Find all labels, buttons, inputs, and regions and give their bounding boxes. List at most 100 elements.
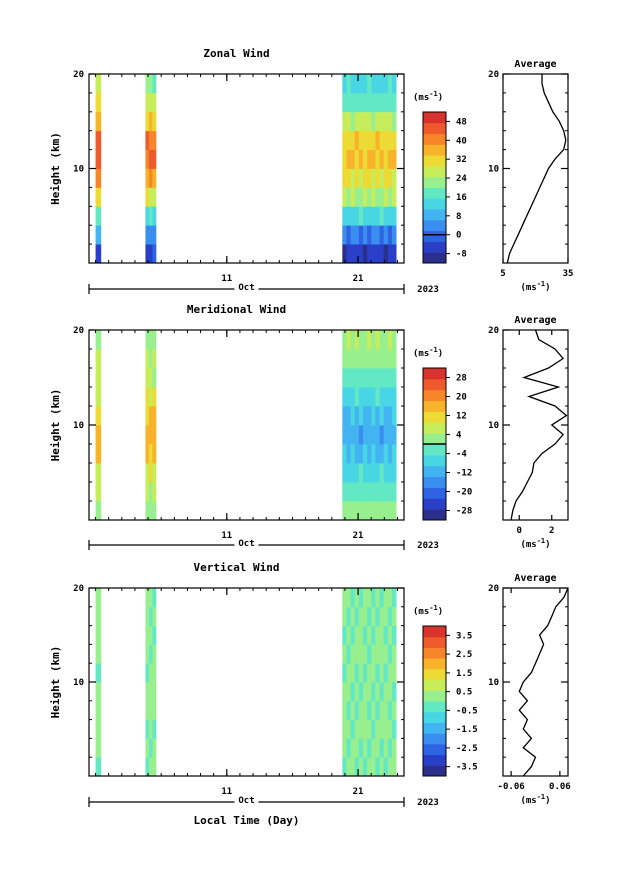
heatmap-cell	[145, 406, 150, 426]
heatmap-cell	[350, 644, 356, 664]
heatmap-cell	[354, 387, 360, 407]
heatmap-cell	[145, 368, 150, 388]
heatmap-cell	[342, 625, 347, 645]
heatmap-cell	[375, 92, 380, 113]
heatmap-cell	[379, 368, 385, 388]
heatmap-cell	[371, 225, 376, 245]
heatmap-cell	[346, 482, 351, 502]
heatmap-cell	[350, 463, 356, 483]
heatmap-cell	[379, 349, 385, 369]
heatmap-cell	[383, 187, 389, 207]
heatmap-cell	[148, 349, 153, 369]
heatmap-cell	[145, 168, 150, 188]
colorbar-band	[423, 165, 446, 178]
heatmap-cell	[148, 682, 153, 702]
heatmap-cell	[358, 92, 364, 113]
heatmap-cell	[346, 387, 351, 407]
colorbar-label: 40	[456, 136, 467, 146]
colorbar-band	[423, 626, 446, 638]
heatmap-cell	[379, 130, 385, 150]
heatmap-cell	[342, 606, 347, 626]
heatmap-cell	[387, 111, 393, 132]
heatmap-cell	[387, 406, 393, 426]
heatmap-cell	[346, 187, 351, 207]
heatmap-cell	[391, 482, 397, 502]
heatmap-cell	[363, 74, 368, 94]
average-y-tick-label: 20	[488, 70, 499, 80]
heatmap-cell	[383, 700, 389, 720]
heatmap-cell	[387, 682, 393, 702]
heatmap-cell	[148, 719, 153, 739]
month-label: Oct	[238, 539, 254, 549]
heatmap-cell	[367, 244, 372, 264]
heatmap-cell	[363, 368, 368, 388]
heatmap-cell	[152, 349, 157, 369]
heatmap-cell	[363, 330, 368, 350]
heatmap-cell	[371, 757, 376, 777]
heatmap-cell	[367, 738, 372, 758]
heatmap-cell	[391, 74, 397, 94]
heatmap-cell	[383, 130, 389, 150]
heatmap-cell	[379, 700, 385, 720]
heatmap-cell	[354, 92, 360, 113]
heatmap-cell	[95, 682, 102, 702]
heatmap-cell	[375, 463, 380, 483]
heatmap-cells	[95, 330, 397, 521]
heatmap-cell	[152, 663, 157, 683]
heatmap-cell	[354, 444, 360, 464]
heatmap-cell	[358, 588, 364, 608]
heatmap-cell	[145, 349, 150, 369]
heatmap-cell	[371, 425, 376, 445]
heatmap-cell	[358, 387, 364, 407]
heatmap-cell	[342, 206, 347, 226]
heatmap-cell	[375, 406, 380, 426]
heatmap-cell	[148, 187, 153, 207]
heatmap-cell	[148, 168, 153, 188]
heatmap-cell	[342, 644, 347, 664]
heatmap-cell	[367, 606, 372, 626]
heatmap-cell	[145, 682, 150, 702]
heatmap-cell	[367, 463, 372, 483]
heatmap-cell	[363, 644, 368, 664]
heatmap-cell	[383, 463, 389, 483]
heatmap-cell	[387, 588, 393, 608]
heatmap-cell	[363, 387, 368, 407]
heatmap-cell	[358, 757, 364, 777]
heatmap-cell	[375, 482, 380, 502]
heatmap-cell	[342, 700, 347, 720]
colorbar-band	[423, 400, 446, 412]
heatmap-cell	[354, 368, 360, 388]
colorbar-band	[423, 509, 446, 521]
heatmap-cell	[391, 719, 397, 739]
heatmap-cell	[358, 663, 364, 683]
heatmap-cell	[383, 425, 389, 445]
colorbar-band	[423, 422, 446, 434]
colorbar-band	[423, 389, 446, 402]
average-panel: Average 20 10 5 35 (ms-1)	[488, 59, 573, 293]
heatmap-cell	[379, 719, 385, 739]
heatmap-cell	[367, 425, 372, 445]
heatmap-cell	[387, 644, 393, 664]
colorbar-band	[423, 658, 446, 670]
heatmap-cell	[387, 444, 393, 464]
heatmap-cell	[363, 130, 368, 150]
heatmap-cell	[148, 606, 153, 626]
heatmap-cell	[95, 244, 102, 264]
heatmap-cell	[350, 168, 356, 188]
heatmap-cell	[363, 625, 368, 645]
heatmap-cell	[95, 757, 102, 777]
heatmap-cell	[145, 501, 150, 521]
heatmap-cell	[363, 719, 368, 739]
heatmap-cell	[387, 387, 393, 407]
heatmap-cell	[379, 387, 385, 407]
average-y-tick-label: 10	[488, 165, 499, 175]
heatmap-cell	[95, 168, 102, 188]
heatmap-cell	[148, 111, 153, 132]
heatmap-cell	[152, 501, 157, 521]
heatmap-cell	[148, 244, 153, 264]
colorbar-unit: (ms-1)	[413, 346, 443, 359]
heatmap-cell	[95, 719, 102, 739]
heatmap-cell	[95, 588, 102, 608]
heatmap-cell	[145, 719, 150, 739]
heatmap-cell	[391, 501, 397, 521]
